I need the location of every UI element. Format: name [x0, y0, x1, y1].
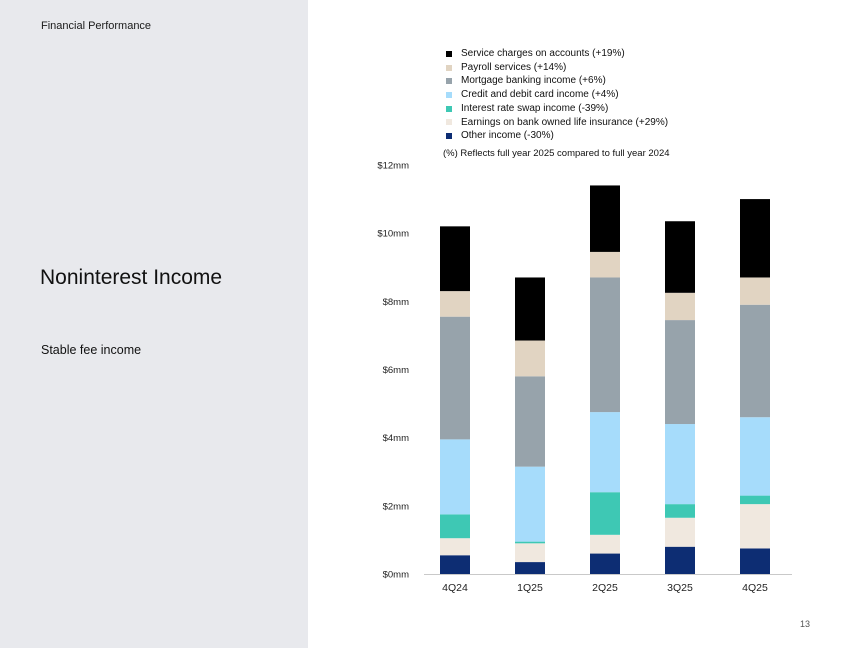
bar-segment	[440, 555, 470, 574]
bar-segment	[665, 424, 695, 505]
bar-segment	[440, 226, 470, 292]
legend-label: Credit and debit card income (+4%)	[461, 89, 619, 101]
bar-segment	[515, 466, 545, 542]
page-number: 13	[800, 619, 811, 629]
legend-label: Other income (-30%)	[461, 130, 554, 142]
legend-label: Service charges on accounts (+19%)	[461, 48, 625, 59]
x-tick-label: 3Q25	[667, 582, 693, 594]
page-title: Noninterest Income	[40, 266, 223, 289]
legend-item: Earnings on bank owned life insurance (+…	[446, 116, 668, 130]
legend-swatch	[446, 91, 452, 98]
y-tick-label: $0mm	[383, 570, 409, 581]
bar-segment	[590, 534, 620, 554]
bar-segment	[590, 185, 620, 252]
y-tick-label: $10mm	[377, 229, 409, 240]
legend-swatch	[446, 105, 452, 112]
y-tick-label: $12mm	[377, 161, 409, 172]
x-tick-label: 2Q25	[592, 582, 618, 594]
legend-label: Mortgage banking income (+6%)	[461, 75, 606, 87]
legend-label: Payroll services (+14%)	[461, 61, 567, 73]
bar-segment	[590, 251, 620, 278]
bar-segment	[740, 417, 770, 496]
legend-swatch	[446, 50, 452, 57]
bar-segment	[665, 320, 695, 425]
legend-item: Payroll services (+14%)	[446, 61, 668, 75]
bar-segment	[440, 439, 470, 515]
bar-segment	[515, 562, 545, 574]
bar-segment	[665, 504, 695, 518]
legend-label: Interest rate swap income (-39%)	[461, 102, 609, 114]
bar-segment	[740, 199, 770, 278]
bar-segment	[440, 514, 470, 539]
bar-segment	[665, 546, 695, 574]
bar-segment	[740, 495, 770, 505]
legend-swatch	[446, 119, 452, 126]
legend-item: Credit and debit card income (+4%)	[446, 88, 668, 102]
x-tick-label: 4Q25	[742, 582, 768, 594]
left-panel	[0, 0, 308, 648]
y-tick-label: $2mm	[383, 501, 409, 512]
bar-segment	[515, 541, 545, 544]
legend-item: Mortgage banking income (+6%)	[446, 74, 668, 88]
x-tick-label: 4Q24	[442, 582, 468, 594]
bar-segment	[440, 291, 470, 317]
section-label: Financial Performance	[41, 20, 152, 32]
legend-label: Earnings on bank owned life insurance (+…	[461, 116, 669, 128]
legend-swatch	[446, 64, 452, 71]
legend-item: Other income (-30%)	[446, 129, 668, 143]
chart-legend: Service charges on accounts (+19%) Payrol…	[446, 47, 668, 143]
bar-segment	[515, 376, 545, 467]
bar-segment	[665, 517, 695, 547]
x-tick-label: 1Q25	[517, 582, 543, 594]
bar-segment	[440, 538, 470, 556]
bar-segment	[590, 412, 620, 493]
bar-segment	[740, 548, 770, 574]
legend-swatch	[446, 133, 452, 140]
bar-segment	[740, 277, 770, 305]
bar-segment	[740, 304, 770, 418]
page-subtitle: Stable fee income	[41, 343, 142, 357]
bar-segment	[515, 543, 545, 563]
y-tick-label: $4mm	[383, 433, 409, 444]
bar-segment	[740, 504, 770, 549]
bar-segment	[665, 292, 695, 321]
bar-segment	[590, 492, 620, 535]
chart-note: (%) Reflects full year 2025 compared to …	[443, 148, 670, 159]
bar-segment	[515, 340, 545, 377]
bar-segment	[590, 553, 620, 574]
y-tick-label: $8mm	[383, 297, 409, 308]
y-tick-label: $6mm	[383, 365, 409, 376]
bar-segment	[665, 221, 695, 293]
bar-segment	[515, 277, 545, 341]
bar-segment	[440, 316, 470, 440]
legend-swatch	[446, 78, 452, 85]
legend-item: Interest rate swap income (-39%)	[446, 102, 668, 116]
legend-item: Service charges on accounts (+19%)	[446, 47, 668, 61]
bar-segment	[590, 277, 620, 413]
